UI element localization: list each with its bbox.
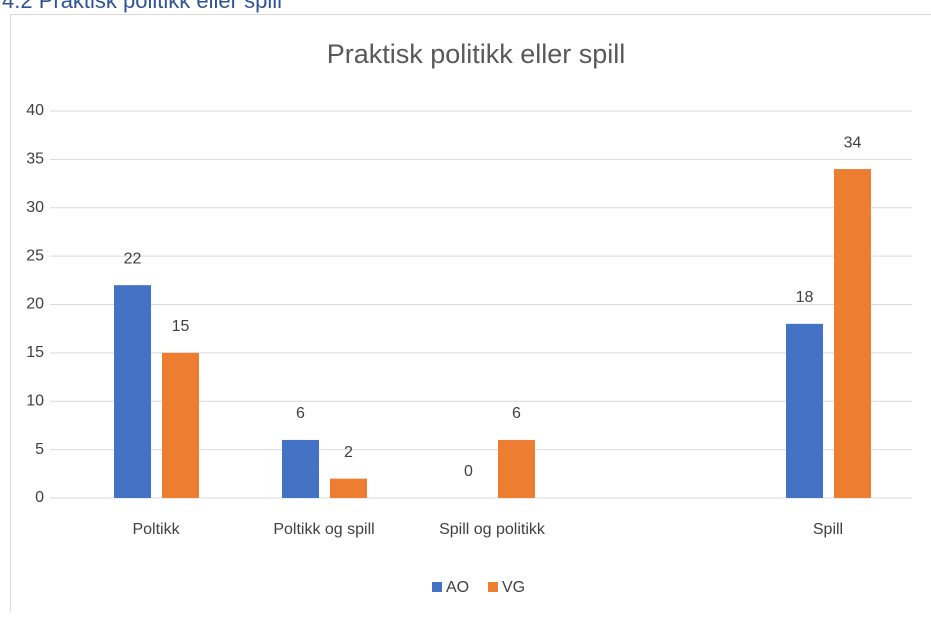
data-label: 22 (124, 250, 142, 267)
y-tick-label: 0 (35, 489, 44, 506)
data-label: 0 (464, 463, 473, 480)
y-tick-label: 5 (35, 441, 44, 458)
data-label: 18 (796, 289, 814, 306)
x-tick-label: Spill (813, 521, 843, 538)
x-tick-label: Poltikk (132, 521, 180, 538)
data-label: 2 (344, 444, 353, 461)
bar (498, 440, 535, 498)
legend-label: VG (502, 579, 525, 596)
bar (114, 285, 151, 498)
bar (834, 169, 871, 498)
x-tick-label: Poltikk og spill (273, 521, 374, 538)
data-label: 6 (296, 405, 305, 422)
data-label: 15 (172, 318, 190, 335)
chart-title: Praktisk politikk eller spill (327, 39, 626, 69)
data-label: 6 (512, 405, 521, 422)
y-tick-label: 35 (26, 151, 44, 168)
y-tick-label: 30 (26, 199, 44, 216)
y-tick-label: 10 (26, 392, 44, 409)
legend-label: AO (446, 579, 469, 596)
y-tick-label: 25 (26, 247, 44, 264)
bar (786, 324, 823, 498)
section-heading: 4.2 Praktisk politikk eller spill (2, 0, 282, 13)
x-tick-label: Spill og politikk (439, 521, 546, 538)
data-label: 34 (844, 134, 862, 151)
legend-swatch (488, 582, 498, 592)
bar (162, 353, 199, 498)
bar (330, 479, 367, 498)
y-tick-label: 15 (26, 344, 44, 361)
y-tick-label: 40 (26, 102, 44, 119)
bar (282, 440, 319, 498)
legend-swatch (432, 582, 442, 592)
y-tick-label: 20 (26, 296, 44, 313)
